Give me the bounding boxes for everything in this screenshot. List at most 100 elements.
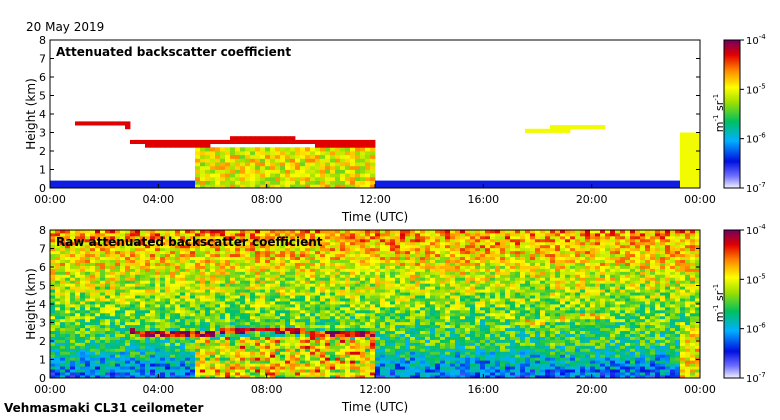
heatmap-cell bbox=[350, 158, 356, 163]
heatmap-cell bbox=[395, 306, 401, 311]
heatmap-cell bbox=[235, 336, 241, 340]
heatmap-cell bbox=[310, 342, 316, 346]
heatmap-cell bbox=[100, 121, 106, 126]
heatmap-cell bbox=[235, 241, 241, 246]
heatmap-cell bbox=[165, 339, 171, 343]
heatmap-cell bbox=[135, 274, 141, 278]
heatmap-cell bbox=[450, 321, 456, 326]
heatmap-cell bbox=[250, 250, 256, 255]
heatmap-cell bbox=[400, 306, 406, 311]
heatmap-cell bbox=[440, 354, 446, 358]
heatmap-cell bbox=[215, 342, 221, 346]
heatmap-cell bbox=[490, 184, 496, 189]
heatmap-cell bbox=[280, 280, 286, 284]
heatmap-cell bbox=[265, 271, 271, 275]
heatmap-cell bbox=[285, 265, 291, 269]
heatmap-cell bbox=[145, 309, 151, 314]
heatmap-cell bbox=[430, 286, 436, 290]
heatmap-cell bbox=[85, 235, 91, 240]
heatmap-cell bbox=[265, 176, 271, 181]
heatmap-cell bbox=[400, 360, 406, 364]
heatmap-cell bbox=[460, 274, 466, 278]
heatmap-cell bbox=[385, 375, 391, 379]
heatmap-cell bbox=[170, 277, 176, 281]
heatmap-cell bbox=[395, 369, 401, 373]
heatmap-cell bbox=[250, 333, 256, 337]
heatmap-cell bbox=[220, 324, 226, 329]
heatmap-cell bbox=[455, 184, 461, 189]
heatmap-cell bbox=[195, 315, 201, 320]
heatmap-cell bbox=[295, 158, 301, 163]
instrument-label: Vehmasmaki CL31 ceilometer bbox=[4, 401, 204, 415]
heatmap-cell bbox=[160, 301, 166, 305]
heatmap-cell bbox=[155, 241, 161, 246]
heatmap-cell bbox=[305, 158, 311, 163]
heatmap-cell bbox=[85, 357, 91, 361]
colorbar-unit: m-1 sr-1 bbox=[712, 94, 726, 132]
heatmap-cell bbox=[235, 363, 241, 367]
heatmap-cell bbox=[345, 271, 351, 275]
heatmap-cell bbox=[460, 295, 466, 299]
heatmap-cell bbox=[195, 274, 201, 278]
heatmap-cell bbox=[170, 301, 176, 305]
heatmap-cell bbox=[75, 318, 81, 323]
heatmap-cell bbox=[330, 289, 336, 293]
heatmap-cell bbox=[195, 369, 201, 373]
heatmap-cell bbox=[360, 309, 366, 314]
heatmap-cell bbox=[235, 342, 241, 346]
heatmap-cell bbox=[85, 244, 91, 249]
heatmap-cell bbox=[680, 143, 686, 148]
heatmap-cell bbox=[140, 309, 146, 314]
heatmap-cell bbox=[265, 274, 271, 278]
heatmap-cell bbox=[440, 342, 446, 346]
heatmap-cell bbox=[340, 348, 346, 352]
heatmap-cell bbox=[435, 301, 441, 305]
heatmap-cell bbox=[110, 277, 116, 281]
heatmap-cell bbox=[385, 262, 391, 266]
heatmap-cell bbox=[245, 301, 251, 305]
heatmap-cell bbox=[80, 324, 86, 329]
heatmap-cell bbox=[220, 306, 226, 311]
heatmap-cell bbox=[110, 238, 116, 243]
heatmap-cell bbox=[350, 176, 356, 181]
heatmap-cell bbox=[225, 366, 231, 370]
heatmap-cell bbox=[220, 298, 226, 302]
heatmap-cell bbox=[65, 250, 71, 255]
heatmap-cell bbox=[295, 375, 301, 379]
heatmap-cell bbox=[270, 241, 276, 246]
heatmap-cell bbox=[425, 289, 431, 293]
heatmap-cell bbox=[425, 330, 431, 334]
heatmap-cell bbox=[225, 173, 231, 178]
heatmap-cell bbox=[270, 139, 276, 144]
heatmap-cell bbox=[300, 321, 306, 326]
heatmap-cell bbox=[690, 180, 696, 185]
heatmap-cell bbox=[60, 250, 66, 255]
heatmap-cell bbox=[210, 256, 216, 260]
heatmap-cell bbox=[145, 301, 151, 305]
heatmap-cell bbox=[405, 330, 411, 334]
heatmap-cell bbox=[110, 262, 116, 266]
heatmap-cell bbox=[85, 351, 91, 355]
heatmap-cell bbox=[335, 184, 341, 189]
heatmap-cell bbox=[90, 235, 96, 240]
heatmap-cell bbox=[355, 247, 361, 252]
heatmap-cell bbox=[430, 292, 436, 296]
heatmap-cell bbox=[330, 351, 336, 355]
heatmap-cell bbox=[425, 312, 431, 317]
heatmap-cell bbox=[380, 244, 386, 249]
heatmap-cell bbox=[90, 309, 96, 314]
heatmap-cell bbox=[360, 143, 366, 148]
heatmap-cell bbox=[395, 354, 401, 358]
heatmap-cell bbox=[125, 375, 131, 379]
heatmap-cell bbox=[395, 327, 401, 332]
heatmap-cell bbox=[135, 247, 141, 252]
heatmap-cell bbox=[305, 309, 311, 314]
heatmap-cell bbox=[245, 184, 251, 189]
heatmap-cell bbox=[200, 339, 206, 343]
heatmap-cell bbox=[395, 375, 401, 379]
heatmap-cell bbox=[340, 184, 346, 189]
heatmap-cell bbox=[345, 265, 351, 269]
heatmap-cell bbox=[50, 262, 56, 266]
heatmap-cell bbox=[420, 306, 426, 311]
heatmap-cell bbox=[155, 339, 161, 343]
